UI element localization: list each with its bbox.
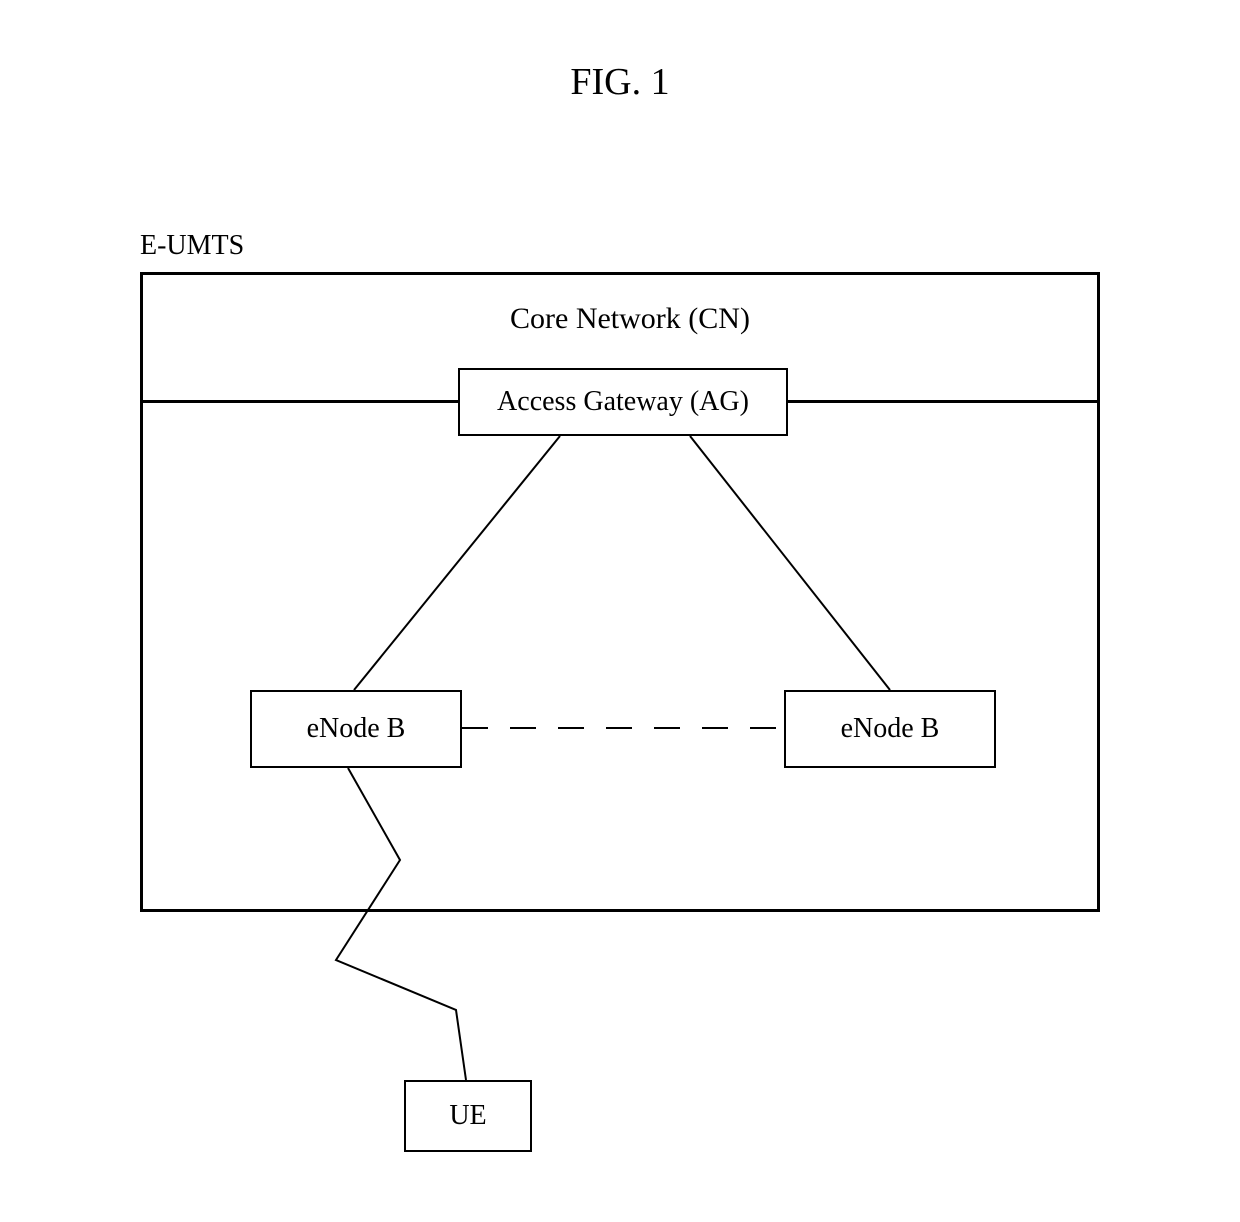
cn-divider-line [788,400,1100,403]
enodeb-right-node: eNode B [784,690,996,768]
system-label: E-UMTS [140,230,244,262]
cn-divider-line [140,400,458,403]
figure-title: FIG. 1 [520,60,720,104]
core-network-label: Core Network (CN) [490,302,770,336]
access-gateway-node: Access Gateway (AG) [458,368,788,436]
ue-node: UE [404,1080,532,1152]
enodeb-left-node: eNode B [250,690,462,768]
figure-canvas: FIG. 1 E-UMTS Core Network (CN) Access G… [0,0,1240,1222]
